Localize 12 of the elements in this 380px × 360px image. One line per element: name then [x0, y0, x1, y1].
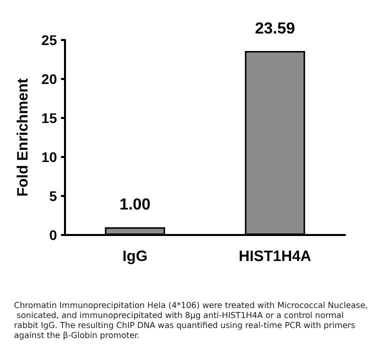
- y-tick-label: 15: [41, 110, 58, 126]
- y-tick-label: 20: [41, 71, 58, 87]
- x-tick-label: HIST1H4A: [238, 248, 312, 265]
- y-tick-label: 5: [49, 188, 58, 204]
- data-label: 23.59: [254, 20, 296, 38]
- data-label: 1.00: [119, 196, 151, 214]
- y-axis-title: Fold Enrichment: [14, 78, 32, 197]
- y-tick-label: 0: [49, 227, 58, 243]
- text: Chromatin Immunoprecipitation Hela (4*106) were treated with Micrococcal Nuclease, sonicated, and immunoprecipitated with 8μg anti-HIST1H4A or a control normal rabbit IgG. The resulting ChIP DNA was quantified using real-time PCR with primers against the β-Globin promoter.: [14, 300, 368, 340]
- x-tick-label: IgG: [122, 248, 148, 265]
- y-tick-label: 25: [41, 32, 58, 48]
- y-tick-label: 10: [41, 149, 58, 165]
